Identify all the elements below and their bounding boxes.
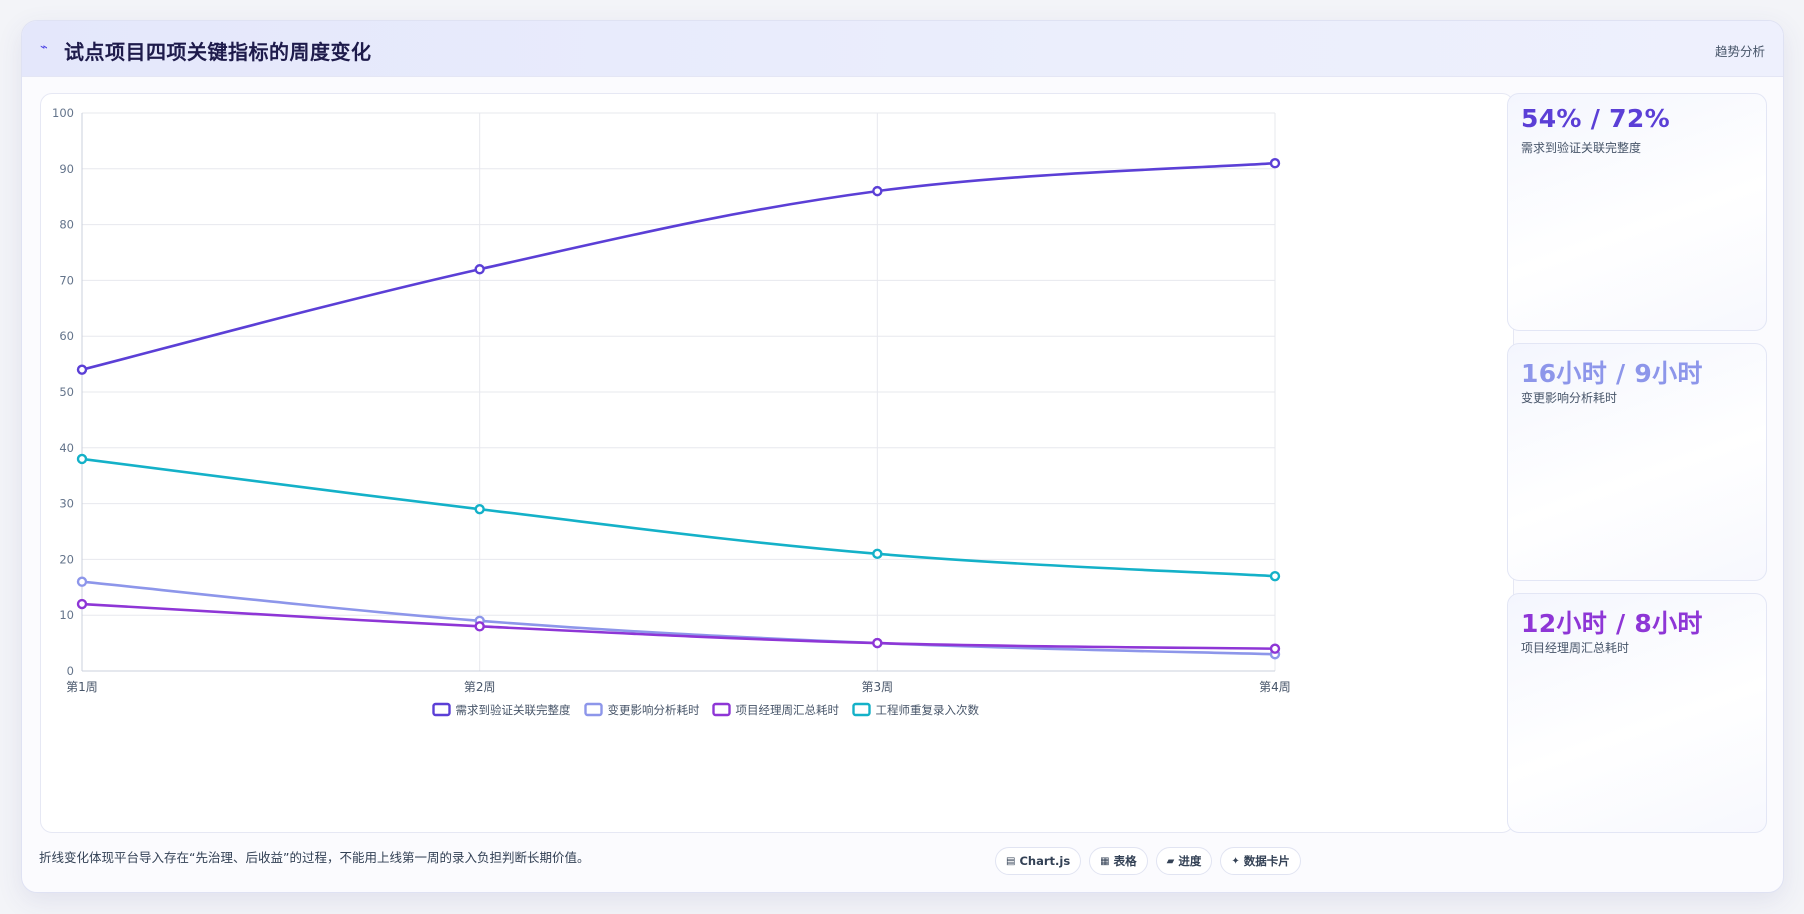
kpi-label: 需求到验证关联完整度: [1521, 141, 1642, 155]
kpi-label: 项目经理周汇总耗时: [1521, 641, 1630, 655]
card-header: ⌁ 试点项目四项关键指标的周度变化 趋势分析: [22, 21, 1783, 77]
y-tick-label: 100: [52, 106, 74, 120]
kpi-card-requirement: 54% / 72% 需求到验证关联完整度: [1507, 93, 1767, 331]
x-tick-label: 第1周: [66, 680, 98, 694]
legend-swatch: [432, 702, 451, 717]
data-point: [76, 453, 88, 465]
line-chart: 0 10 20 30 40 50 60 70 80 90 100 第1周 第2周 第3周 第4周需求到验证关…: [52, 106, 1291, 717]
dashboard-card: ⌁ 试点项目四项关键指标的周度变化 趋势分析 0 10 20 30 40 50 60 70 80…: [21, 20, 1784, 893]
kpi-card-pm-summary: 12小时 / 8小时 项目经理周汇总耗时: [1507, 593, 1767, 833]
series-line-1: [80, 161, 1277, 371]
data-point: [1269, 158, 1281, 169]
page-title: 试点项目四项关键指标的周度变化: [64, 40, 372, 64]
x-tick-label: 第2周: [464, 680, 496, 694]
legend-swatch: [852, 702, 871, 717]
y-tick-label: 10: [59, 608, 74, 622]
kpi-value: 12小时 / 8小时: [1521, 609, 1703, 638]
legend-label: 项目经理周汇总耗时: [736, 703, 840, 717]
legend-label: 工程师重复录入次数: [876, 703, 980, 717]
x-tick-label: 第4周: [1259, 680, 1291, 694]
trend-analysis-tag: 趋势分析: [1714, 44, 1765, 59]
series-line-4: [80, 457, 1277, 578]
kpi-value: 54% / 72%: [1521, 104, 1670, 133]
pill-chartjs[interactable]: ▤ Chart.js: [995, 847, 1082, 875]
y-tick-label: 70: [59, 273, 74, 287]
footer-note: 折线变化体现平台导入存在“先治理、后收益”的过程，不能用上线第一周的录入负担判断…: [39, 850, 590, 865]
data-point: [872, 548, 883, 560]
legend-swatch: [712, 702, 731, 717]
data-point: [872, 185, 883, 197]
chart-icon: ▤: [1006, 855, 1016, 867]
data-point: [1269, 643, 1281, 654]
data-point: [474, 503, 485, 515]
pill-label: 表格: [1113, 854, 1137, 868]
view-pills: ▤ Chart.js ▦ 表格 ▰ 进度 ✦ 数据卡片: [995, 847, 1301, 875]
pill-label: 进度: [1178, 854, 1202, 868]
data-point: [1269, 570, 1281, 582]
data-point: [474, 264, 485, 275]
series-line-3: [80, 602, 1277, 650]
legend-label: 需求到验证关联完整度: [456, 703, 571, 717]
y-tick-label: 40: [59, 441, 74, 455]
legend-swatch: [584, 702, 603, 717]
kpi-label: 变更影响分析耗时: [1521, 391, 1618, 405]
kpi-card-change-analysis: 16小时 / 9小时 变更影响分析耗时: [1507, 343, 1767, 581]
data-point: [76, 364, 88, 375]
pill-label: 数据卡片: [1243, 854, 1290, 868]
y-tick-label: 30: [59, 497, 74, 511]
progress-icon: ▰: [1166, 855, 1175, 867]
y-tick-label: 50: [59, 385, 74, 399]
pill-table[interactable]: ▦ 表格: [1089, 847, 1148, 875]
series-line-2: [80, 580, 1277, 656]
x-tick-label: 第3周: [862, 680, 894, 694]
data-card-icon: ✦: [1231, 855, 1240, 867]
trend-icon: ⌁: [40, 40, 48, 55]
data-point: [76, 576, 88, 587]
y-tick-label: 90: [59, 162, 74, 176]
chart-panel: 0 10 20 30 40 50 60 70 80 90 100 第1周 第2周 第3周 第4周需求到验证关…: [40, 93, 1514, 833]
table-icon: ▦: [1100, 855, 1110, 867]
y-tick-label: 20: [59, 552, 74, 566]
y-tick-label: 60: [59, 329, 74, 343]
legend-label: 变更影响分析耗时: [608, 703, 700, 717]
y-tick-label: 0: [67, 664, 74, 678]
pill-progress[interactable]: ▰ 进度: [1155, 847, 1213, 875]
kpi-value: 16小时 / 9小时: [1521, 359, 1703, 388]
data-point: [474, 621, 485, 632]
data-point: [872, 637, 883, 649]
data-point: [76, 598, 88, 610]
y-tick-label: 80: [59, 218, 74, 232]
pill-data-card[interactable]: ✦ 数据卡片: [1220, 847, 1301, 875]
pill-label: Chart.js: [1019, 854, 1071, 868]
